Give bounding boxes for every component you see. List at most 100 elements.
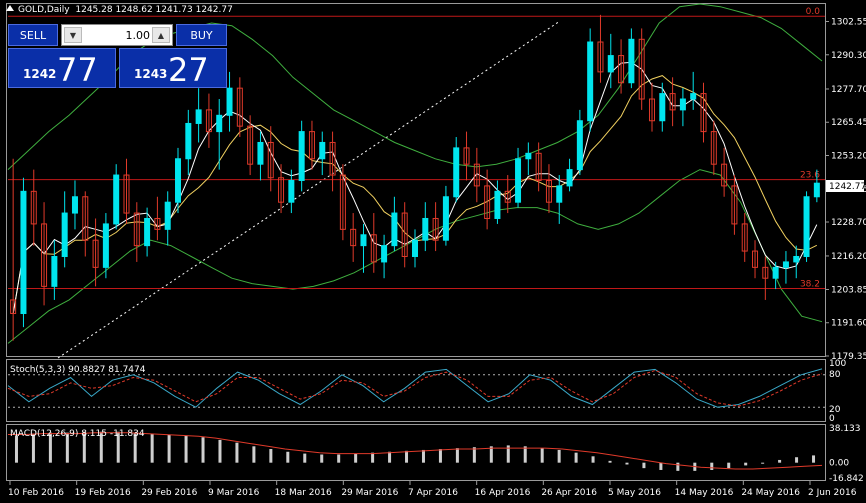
bull-candle	[576, 120, 583, 171]
time-tick-label: 26 Apr 2016	[541, 488, 597, 498]
bear-candle	[618, 55, 625, 84]
bear-candle	[432, 217, 439, 241]
stoch-axis-label: 0	[829, 414, 835, 424]
bull-candle	[381, 245, 388, 263]
macd-histogram-bar	[438, 449, 442, 463]
price-tick-label: 1228.70	[831, 218, 866, 228]
bear-candle	[30, 190, 37, 225]
macd-panel-frame	[6, 424, 826, 481]
macd-histogram-bar	[761, 462, 765, 464]
bull-candle	[556, 185, 563, 203]
bull-candle	[607, 55, 614, 73]
increase-lots-icon[interactable]: ▲	[152, 27, 170, 43]
macd-histogram-bar	[405, 450, 409, 463]
triangle-icon	[6, 5, 14, 11]
bull-candle	[71, 196, 78, 214]
time-tick-label: 9 Mar 2016	[208, 488, 260, 498]
bear-candle	[535, 152, 542, 181]
bull-candle	[226, 87, 233, 116]
decrease-lots-icon[interactable]: ▼	[64, 27, 82, 43]
time-tick-label: 29 Mar 2016	[341, 488, 398, 498]
bear-candle	[10, 299, 17, 315]
symbol-label: GOLD,Daily	[18, 5, 70, 15]
ask-price-prefix: 1243	[134, 67, 168, 81]
price-tick-label: 1216.20	[831, 252, 866, 262]
lot-size-field: ▼ ▲	[61, 24, 173, 46]
bull-candle	[216, 114, 223, 133]
bull-candle	[813, 182, 820, 198]
bear-candle	[473, 163, 480, 187]
bull-candle	[566, 169, 573, 187]
bear-candle	[154, 217, 161, 230]
bear-candle	[278, 177, 285, 203]
bear-candle	[752, 250, 759, 268]
bull-candle	[20, 190, 27, 315]
macd-label: MACD(12,26,9) 8.115 -11.834	[10, 429, 145, 439]
macd-histogram-bar	[676, 462, 680, 471]
bid-price-prefix: 1242	[23, 67, 57, 81]
bear-candle	[484, 185, 491, 219]
bear-candle	[308, 131, 315, 160]
bull-candle	[803, 196, 810, 257]
bull-candle	[628, 38, 635, 84]
bull-candle	[587, 41, 594, 122]
macd-histogram-bar	[303, 453, 307, 463]
time-tick-label: 29 Feb 2016	[141, 488, 197, 498]
macd-histogram-bar	[150, 433, 154, 463]
bear-candle	[123, 174, 130, 214]
macd-histogram-bar	[48, 432, 52, 463]
bull-candle	[175, 158, 182, 203]
fast-moving-average	[12, 61, 818, 314]
macd-indicator: 38.133 0.00 -16.842	[8, 424, 864, 484]
slow-moving-average	[12, 75, 818, 314]
fibonacci-levels[interactable]: 0.0 23.6 38.2	[8, 7, 825, 290]
macd-histogram-bar	[184, 435, 188, 463]
time-tick-label: 5 May 2016	[608, 488, 661, 498]
bear-candle	[721, 163, 728, 187]
macd-histogram-bar	[778, 459, 782, 463]
price-tick-label: 1179.35	[831, 352, 866, 362]
ask-price-button[interactable]: 1243 27	[119, 48, 227, 88]
macd-histogram-bar	[286, 451, 290, 463]
macd-histogram-bar	[506, 445, 510, 463]
bull-candle	[772, 266, 779, 279]
bull-candle	[319, 141, 326, 160]
bear-candle	[82, 196, 89, 241]
price-tick-label: 1253.20	[831, 151, 866, 161]
main-panel-frame	[6, 3, 826, 357]
ohlc-values: 1245.28 1248.62 1241.73 1242.77	[75, 5, 233, 15]
bull-candle	[61, 212, 68, 257]
bull-candle	[391, 212, 398, 247]
macd-histogram-bar	[65, 432, 69, 463]
bull-candle	[298, 131, 305, 181]
macd-histogram-bar	[388, 451, 392, 463]
bull-candle	[102, 223, 109, 268]
bull-candle	[793, 255, 800, 263]
fib-level-label: 0.0	[806, 7, 821, 17]
bear-candle	[648, 98, 655, 122]
macd-histogram-bar	[812, 455, 816, 463]
macd-histogram-bar	[795, 457, 799, 463]
lot-size-input[interactable]	[84, 27, 150, 43]
macd-histogram-bar	[235, 442, 239, 463]
bear-candle	[41, 223, 48, 287]
macd-histogram-bar	[269, 449, 273, 463]
macd-histogram-bar	[167, 434, 171, 463]
bear-candle	[545, 179, 552, 203]
macd-axis-label: 0.00	[829, 459, 849, 469]
buy-button[interactable]: BUY	[176, 24, 227, 46]
bear-candle	[329, 141, 336, 176]
trendline[interactable]	[57, 20, 561, 359]
bear-candle	[741, 223, 748, 252]
macd-histogram-bar	[133, 432, 137, 463]
bull-candle	[453, 147, 460, 198]
fib-level-label: 23.6	[800, 171, 820, 181]
macd-histogram-bar	[82, 431, 86, 463]
bid-price-button[interactable]: 1242 77	[8, 48, 116, 88]
bear-candle	[370, 234, 377, 263]
bull-candle	[185, 122, 192, 160]
sell-button[interactable]: SELL	[8, 24, 58, 46]
time-tick-label: 24 May 2016	[741, 488, 800, 498]
macd-histogram-bar	[455, 448, 459, 463]
